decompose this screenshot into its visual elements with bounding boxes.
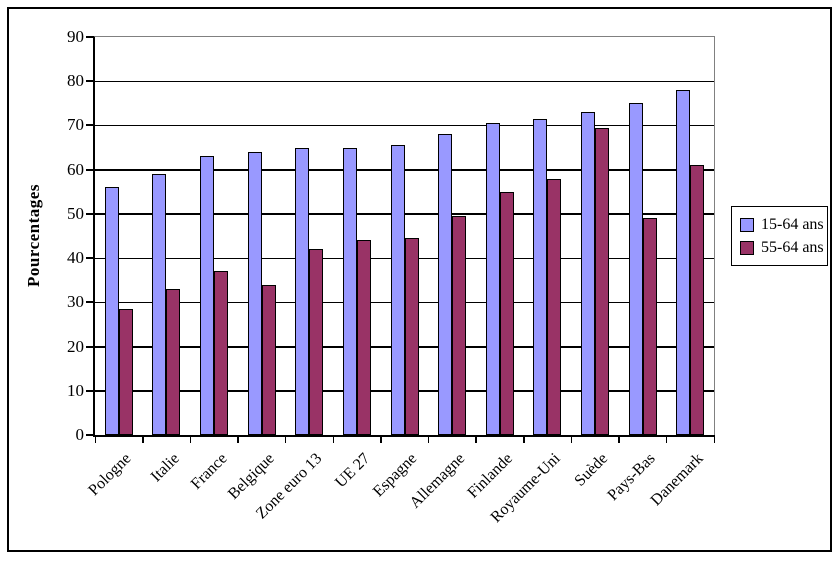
y-tick-70 xyxy=(86,124,94,127)
y-tick-label: 10 xyxy=(67,380,84,400)
bar-age15-64-9 xyxy=(533,119,548,435)
plot-area xyxy=(93,36,715,437)
bar-age15-64-3 xyxy=(247,152,262,435)
y-tick-50 xyxy=(86,212,94,215)
y-tick-label: 50 xyxy=(67,203,84,223)
bar-age55-64-4 xyxy=(309,249,324,435)
x-tick-13 xyxy=(713,435,715,443)
legend-swatch-1 xyxy=(740,240,754,255)
legend-item-1: 55-64 ans xyxy=(740,236,827,259)
x-tick-11 xyxy=(618,435,620,443)
bar-age15-64-4 xyxy=(295,148,310,435)
bar-age55-64-10 xyxy=(594,128,609,435)
bar-age55-64-11 xyxy=(642,218,657,435)
bar-age55-64-2 xyxy=(214,271,229,435)
chart-frame xyxy=(7,7,832,552)
y-tick-label: 60 xyxy=(67,159,84,179)
bar-age15-64-11 xyxy=(628,103,643,435)
gridline-70 xyxy=(95,124,714,127)
bar-age15-64-8 xyxy=(485,123,500,435)
bar-age55-64-8 xyxy=(499,192,514,435)
y-axis-title: Pourcentages xyxy=(24,184,43,288)
gridline-50 xyxy=(95,213,714,215)
bar-age15-64-6 xyxy=(390,145,405,435)
y-tick-30 xyxy=(86,301,94,304)
x-tick-7 xyxy=(427,435,430,443)
bar-age55-64-5 xyxy=(356,240,371,435)
y-tick-label: 70 xyxy=(67,115,84,135)
legend-swatch-0 xyxy=(740,217,754,232)
bar-age15-64-7 xyxy=(438,134,453,435)
x-tick-8 xyxy=(475,435,477,443)
bar-age55-64-0 xyxy=(118,309,133,435)
y-tick-60 xyxy=(86,168,94,171)
bar-age55-64-12 xyxy=(690,165,705,435)
gridline-60 xyxy=(95,169,714,171)
x-tick-2 xyxy=(189,435,192,443)
y-tick-0 xyxy=(86,434,94,436)
y-tick-80 xyxy=(86,80,94,83)
x-tick-9 xyxy=(523,435,525,443)
y-tick-label: 20 xyxy=(67,336,84,356)
legend-label: 15-64 ans xyxy=(761,215,824,233)
bar-age15-64-12 xyxy=(676,90,691,435)
y-tick-label: 90 xyxy=(67,27,84,46)
bar-age55-64-9 xyxy=(547,179,562,435)
bar-age15-64-0 xyxy=(104,187,119,435)
bar-age15-64-1 xyxy=(152,174,167,435)
legend-label: 55-64 ans xyxy=(761,238,824,256)
y-tick-40 xyxy=(86,257,94,260)
x-tick-4 xyxy=(284,435,287,443)
bar-age15-64-10 xyxy=(580,112,595,435)
y-tick-90 xyxy=(86,36,94,38)
bar-age55-64-6 xyxy=(404,238,419,435)
y-tick-label: 0 xyxy=(75,425,85,444)
bar-age55-64-1 xyxy=(166,289,181,435)
legend: 15-64 ans 55-64 ans xyxy=(731,206,828,266)
y-tick-label: 40 xyxy=(67,248,84,268)
bar-age55-64-7 xyxy=(452,216,467,435)
x-tick-3 xyxy=(237,435,239,443)
y-tick-20 xyxy=(86,345,94,348)
bar-age15-64-5 xyxy=(342,148,357,435)
x-tick-10 xyxy=(570,435,573,443)
bar-age55-64-3 xyxy=(261,285,276,435)
y-tick-label: 30 xyxy=(67,292,84,312)
x-tick-0 xyxy=(94,435,96,443)
x-tick-5 xyxy=(332,435,335,443)
bar-age15-64-2 xyxy=(200,156,215,435)
legend-item-0: 15-64 ans xyxy=(740,213,827,236)
y-tick-10 xyxy=(86,389,94,392)
y-tick-label: 80 xyxy=(67,71,84,91)
x-tick-6 xyxy=(380,435,382,443)
gridline-80 xyxy=(95,80,714,83)
x-tick-1 xyxy=(142,435,144,443)
x-tick-12 xyxy=(665,435,668,443)
